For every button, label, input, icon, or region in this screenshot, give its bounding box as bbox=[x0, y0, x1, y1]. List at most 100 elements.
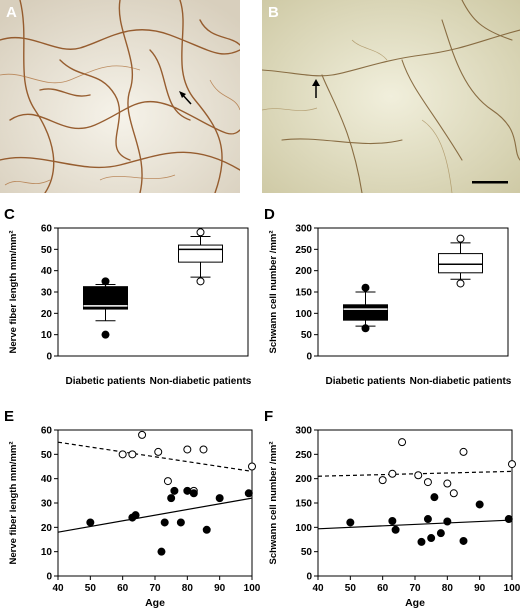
data-point-open bbox=[118, 450, 127, 459]
micrograph-a bbox=[0, 0, 240, 193]
data-point-filled bbox=[430, 493, 439, 502]
scatter-chart-e: 0 10 20 30 40 50 60 40 50 60 70 80 90 100 Age Nerve fib… bbox=[8, 426, 261, 610]
panel-label-b: B bbox=[268, 4, 279, 21]
y-tick-label: 60 bbox=[41, 224, 53, 235]
outlier-point bbox=[196, 228, 205, 237]
y-tick-label: 300 bbox=[295, 426, 312, 437]
data-point-filled bbox=[170, 486, 179, 495]
y-tick-label: 50 bbox=[301, 330, 313, 341]
plot-frame bbox=[317, 227, 509, 357]
panel-label-d: D bbox=[264, 206, 275, 223]
y-axis-label: Nerve fiber length mm/mm² bbox=[8, 442, 19, 565]
y-tick-label: 50 bbox=[301, 547, 313, 558]
y-tick-label: 30 bbox=[41, 288, 53, 299]
y-tick-label: 0 bbox=[46, 352, 52, 363]
y-tick-label: 0 bbox=[46, 572, 52, 583]
x-tick-label: 70 bbox=[409, 583, 421, 594]
data-point-filled bbox=[346, 518, 355, 527]
y-tick-label: 40 bbox=[41, 266, 53, 277]
panel-label-e: E bbox=[4, 408, 15, 425]
trend-line-dashed bbox=[57, 441, 253, 472]
trend-line-dashed bbox=[317, 470, 513, 477]
data-point-filled bbox=[475, 500, 484, 509]
x-tick-label: 100 bbox=[504, 583, 520, 594]
x-tick-label: 60 bbox=[117, 583, 129, 594]
data-point-filled bbox=[436, 529, 445, 538]
y-tick-label: 30 bbox=[41, 499, 53, 510]
category-label: Diabetic patients bbox=[65, 376, 145, 387]
data-point-open bbox=[508, 460, 516, 469]
data-point-open bbox=[398, 438, 407, 447]
outlier-point bbox=[101, 330, 110, 339]
panel-label-c: C bbox=[4, 206, 15, 223]
data-point-filled bbox=[202, 525, 211, 534]
data-point-filled bbox=[86, 518, 95, 527]
outlier-point bbox=[456, 279, 465, 288]
y-tick-label: 200 bbox=[295, 266, 312, 277]
y-axis-label: Schwann cell number /mm² bbox=[268, 442, 279, 565]
x-tick-label: 90 bbox=[474, 583, 486, 594]
box bbox=[178, 244, 223, 263]
data-point-open bbox=[199, 445, 208, 454]
y-tick-label: 60 bbox=[41, 426, 53, 437]
data-point-filled bbox=[391, 525, 400, 534]
data-point-filled bbox=[167, 494, 176, 503]
data-point-filled bbox=[443, 517, 452, 526]
panel-label-a: A bbox=[6, 4, 17, 21]
y-tick-label: 40 bbox=[41, 474, 53, 485]
data-point-open bbox=[248, 462, 256, 471]
box-chart-d: 0 50 100 150 200 250 300 Schwann cell number /m… bbox=[268, 224, 512, 388]
data-point-filled bbox=[427, 534, 436, 543]
data-point-open bbox=[443, 479, 452, 488]
data-point-open bbox=[378, 476, 387, 485]
panel-label-f: F bbox=[264, 408, 274, 425]
trend-line-solid bbox=[317, 519, 513, 530]
y-tick-label: 0 bbox=[306, 352, 312, 363]
x-tick-label: 60 bbox=[377, 583, 389, 594]
data-point-filled bbox=[388, 517, 397, 526]
y-tick-label: 100 bbox=[295, 309, 312, 320]
x-tick-label: 80 bbox=[442, 583, 454, 594]
data-point-filled bbox=[244, 489, 253, 498]
data-point-open bbox=[138, 430, 147, 439]
x-tick-label: 80 bbox=[182, 583, 194, 594]
outlier-point bbox=[101, 277, 110, 286]
y-tick-label: 20 bbox=[41, 523, 53, 534]
x-tick-label: 90 bbox=[214, 583, 226, 594]
data-point-filled bbox=[189, 489, 198, 498]
y-axis-label: Schwann cell number /mm² bbox=[268, 231, 279, 354]
micrograph-b bbox=[262, 0, 520, 193]
box bbox=[438, 253, 483, 274]
trend-line-solid bbox=[57, 497, 253, 533]
data-point-filled bbox=[160, 518, 169, 527]
y-tick-label: 50 bbox=[41, 450, 53, 461]
category-label: Non-diabetic patients bbox=[410, 376, 512, 387]
outlier-point bbox=[361, 283, 370, 292]
data-point-filled bbox=[131, 511, 140, 520]
y-tick-label: 150 bbox=[295, 499, 312, 510]
data-point-filled bbox=[215, 494, 224, 503]
outlier-point bbox=[361, 324, 370, 333]
data-point-filled bbox=[157, 547, 166, 556]
box-chart-c: 0 10 20 30 40 50 60 Nerve fiber length mm/mm² Di… bbox=[8, 224, 252, 388]
data-point-open bbox=[449, 489, 458, 498]
data-point-open bbox=[183, 445, 192, 454]
data-point-filled bbox=[423, 515, 432, 524]
y-tick-label: 150 bbox=[295, 288, 312, 299]
x-axis-label: Age bbox=[145, 597, 165, 609]
data-point-open bbox=[388, 469, 397, 478]
y-tick-label: 200 bbox=[295, 474, 312, 485]
scatter-chart-f: 0 50 100 150 200 250 300 40 50 60 70 80 90 100 Age Schw… bbox=[268, 426, 520, 610]
category-label: Non-diabetic patients bbox=[150, 376, 252, 387]
data-point-filled bbox=[459, 536, 468, 545]
data-point-open bbox=[154, 447, 163, 456]
box bbox=[83, 286, 128, 310]
outlier-point bbox=[196, 277, 205, 286]
data-point-open bbox=[163, 477, 172, 486]
y-tick-label: 0 bbox=[306, 572, 312, 583]
x-tick-label: 40 bbox=[52, 583, 64, 594]
scale-bar bbox=[472, 181, 508, 184]
x-axis-label: Age bbox=[405, 597, 425, 609]
data-point-open bbox=[414, 471, 423, 480]
x-tick-label: 40 bbox=[312, 583, 324, 594]
